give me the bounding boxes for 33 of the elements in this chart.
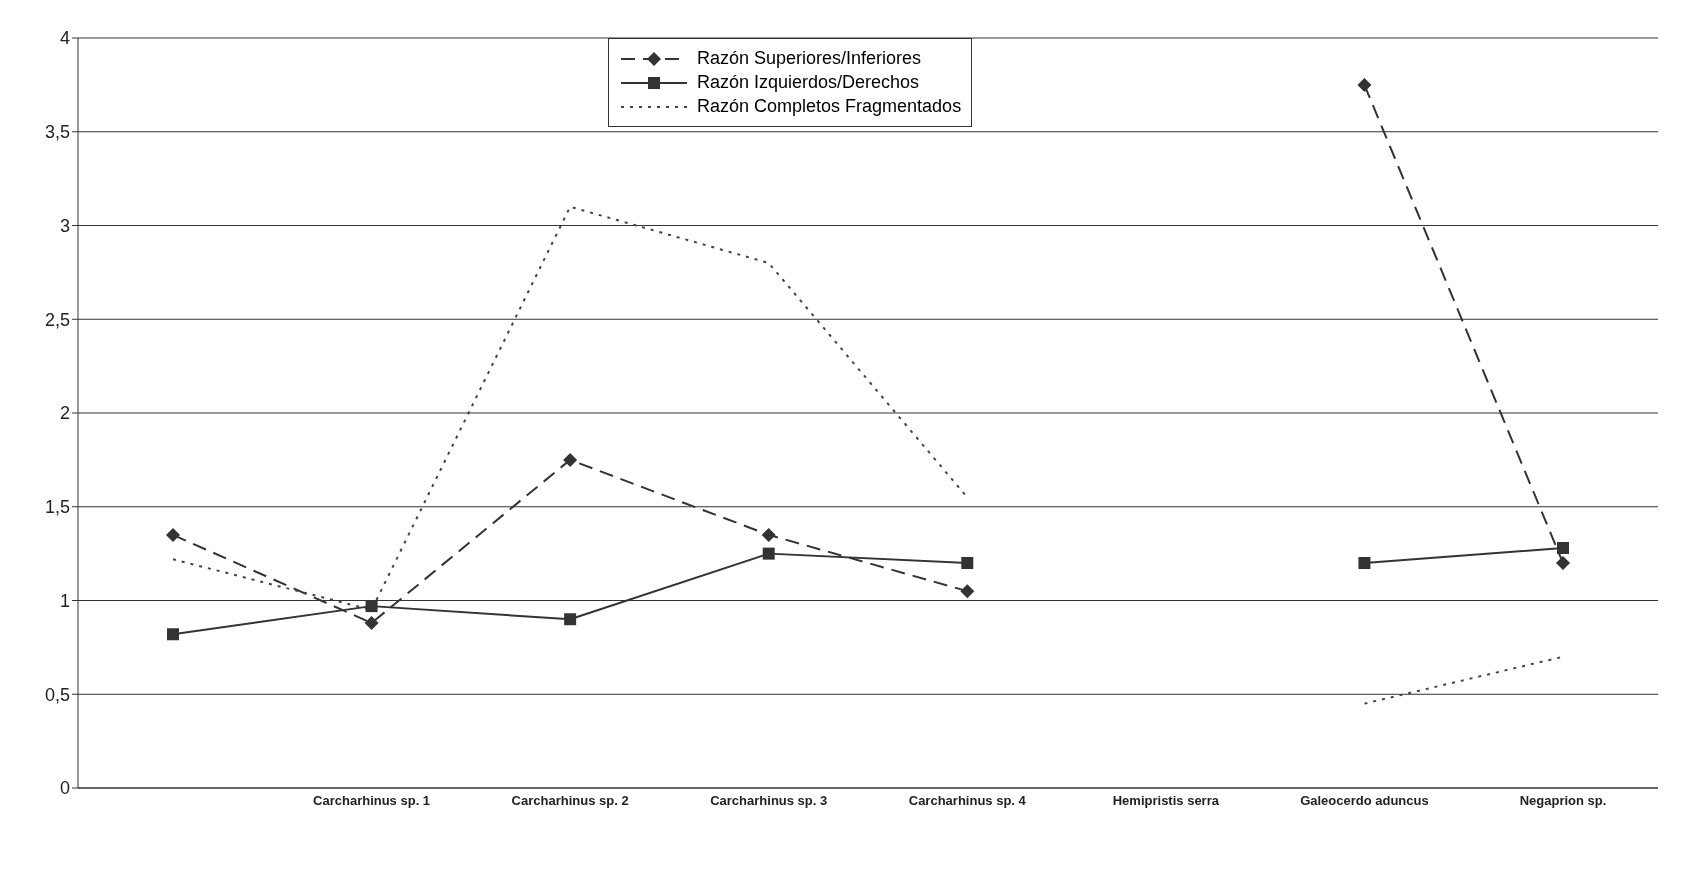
point (365, 600, 378, 613)
y-tick-label: 3,5 (44, 122, 70, 143)
point (563, 452, 578, 467)
y-tick-label: 0,5 (44, 684, 70, 705)
x-tick-label: Galeocerdo aduncus (1300, 793, 1429, 809)
point (1357, 77, 1372, 92)
x-tick-label: Carcharhinus sp. 4 (908, 793, 1027, 809)
y-tick-label: 3 (59, 215, 70, 236)
point (564, 613, 577, 626)
legend-label: Razón Izquierdos/Derechos (697, 72, 920, 93)
x-tick-label: Carcharhinus sp. 1 (313, 793, 431, 809)
point (167, 628, 179, 641)
y-tick-label: 1,5 (44, 497, 70, 518)
point (961, 557, 974, 569)
legend-label: Razón Superiores/Inferiores (697, 48, 922, 69)
point (1556, 556, 1570, 570)
point (960, 584, 975, 599)
point (1358, 557, 1371, 569)
x-tick-label: Carcharhinus sp. 2 (511, 793, 629, 809)
point (1557, 542, 1569, 554)
legend-label: Razón Completos Fragmentados (697, 96, 962, 117)
x-tick-label: Hemipristis serra (1112, 793, 1220, 809)
point (761, 527, 776, 542)
y-tick-label: 0 (59, 778, 70, 799)
x-tick-label: Negaprion sp. (1519, 793, 1607, 809)
y-tick-label: 1 (59, 590, 70, 611)
y-tick-label: 2 (59, 403, 70, 424)
y-tick-label: 2,5 (44, 309, 70, 330)
point (762, 547, 775, 560)
x-tick-label: Carcharhinus sp. 3 (710, 793, 828, 809)
y-tick-label: 4 (59, 28, 70, 49)
point (166, 527, 180, 542)
point (364, 616, 379, 630)
